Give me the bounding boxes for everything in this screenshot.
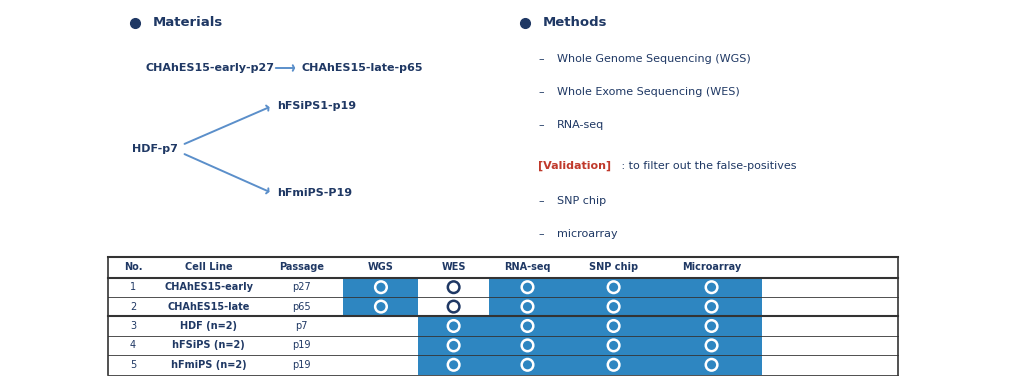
Text: hFmiPS (n=2): hFmiPS (n=2): [171, 360, 247, 370]
Bar: [661, 316, 762, 336]
Text: –: –: [538, 120, 544, 130]
Text: –: –: [538, 229, 544, 239]
Bar: [661, 336, 762, 355]
Bar: [567, 355, 661, 375]
Text: –: –: [538, 54, 544, 64]
Text: CHAhES15-early-p27: CHAhES15-early-p27: [145, 63, 274, 73]
Text: CHAhES15-late: CHAhES15-late: [168, 301, 250, 312]
Text: –: –: [538, 87, 544, 97]
Text: WGS: WGS: [368, 262, 394, 272]
Text: hFmiPS-P19: hFmiPS-P19: [277, 188, 352, 198]
Text: 5: 5: [130, 360, 136, 370]
Text: CHAhES15-late-p65: CHAhES15-late-p65: [303, 63, 424, 73]
Bar: [567, 316, 661, 336]
Text: p19: p19: [292, 360, 311, 370]
Bar: [567, 297, 661, 316]
Bar: [419, 355, 489, 375]
Text: hFSiPS (n=2): hFSiPS (n=2): [172, 341, 246, 350]
Text: [Validation]: [Validation]: [538, 161, 611, 171]
Text: 1: 1: [130, 282, 136, 292]
Text: Microarray: Microarray: [682, 262, 741, 272]
Text: CHAhES15-early: CHAhES15-early: [165, 282, 253, 292]
Text: SNP chip: SNP chip: [589, 262, 638, 272]
Bar: [489, 316, 567, 336]
Text: SNP chip: SNP chip: [557, 196, 606, 206]
Text: –: –: [538, 196, 544, 206]
Bar: [661, 355, 762, 375]
Text: HDF-p7: HDF-p7: [133, 144, 178, 154]
Text: Whole Exome Sequencing (WES): Whole Exome Sequencing (WES): [557, 87, 740, 97]
Bar: [661, 297, 762, 316]
Text: 3: 3: [130, 321, 136, 331]
Text: Methods: Methods: [543, 16, 607, 29]
Text: p7: p7: [295, 321, 308, 331]
Text: 2: 2: [130, 301, 136, 312]
Text: No.: No.: [123, 262, 142, 272]
Text: RNA-seq: RNA-seq: [557, 120, 604, 130]
Text: Cell Line: Cell Line: [184, 262, 232, 272]
Text: microarray: microarray: [557, 229, 617, 239]
Bar: [489, 355, 567, 375]
Text: 4: 4: [130, 341, 136, 350]
Bar: [419, 316, 489, 336]
Bar: [419, 336, 489, 355]
Text: RNA-seq: RNA-seq: [505, 262, 551, 272]
Text: hFSiPS1-p19: hFSiPS1-p19: [277, 101, 356, 111]
Bar: [489, 297, 567, 316]
Bar: [489, 336, 567, 355]
Text: Passage: Passage: [279, 262, 324, 272]
Bar: [343, 297, 419, 316]
Text: p65: p65: [292, 301, 311, 312]
Bar: [567, 336, 661, 355]
Text: HDF (n=2): HDF (n=2): [180, 321, 237, 331]
Text: WES: WES: [441, 262, 466, 272]
Text: p19: p19: [292, 341, 311, 350]
Text: Whole Genome Sequencing (WGS): Whole Genome Sequencing (WGS): [557, 54, 751, 64]
Bar: [567, 278, 661, 297]
Text: : to filter out the false-positives: : to filter out the false-positives: [618, 161, 797, 171]
Bar: [661, 278, 762, 297]
Text: p27: p27: [292, 282, 311, 292]
Text: Materials: Materials: [153, 16, 223, 29]
Bar: [489, 278, 567, 297]
Bar: [343, 278, 419, 297]
